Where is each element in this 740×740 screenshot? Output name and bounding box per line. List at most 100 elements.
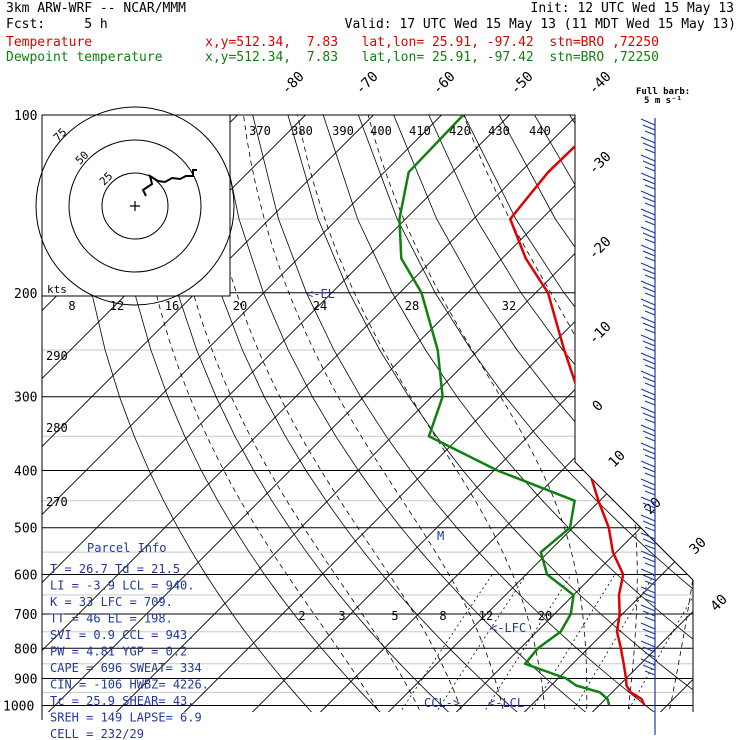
wind-barb <box>640 388 656 406</box>
theta-label-430: 430 <box>488 124 510 138</box>
isotherm-30 <box>654 115 693 712</box>
isotherm-label-0: 0 <box>590 398 607 415</box>
valid-time: Valid: 17 UTC Wed 15 May 13 (11 MDT Wed … <box>344 17 736 32</box>
parcel-info-row: K = 33 LFC = 709. <box>50 595 173 609</box>
dry-adiabat-370 <box>498 115 693 712</box>
isotherm--100 <box>42 115 374 712</box>
isotherm-label--50: -50 <box>508 69 537 98</box>
pressure-label-600: 600 <box>14 568 37 583</box>
wind-barb <box>640 262 656 280</box>
isotherm--90 <box>42 115 442 712</box>
hodograph-ring-75 <box>35 106 235 306</box>
hodograph-trace <box>141 169 197 197</box>
pressure-label-700: 700 <box>14 608 37 623</box>
dry-adiabat-270 <box>146 115 456 712</box>
isotherm-label--70: -70 <box>353 69 382 98</box>
model-name: 3km ARW-WRF -- NCAR/MMM <box>6 1 187 16</box>
wind-barb <box>640 118 656 136</box>
isotherm--20 <box>314 115 693 712</box>
wind-barb <box>640 406 656 424</box>
wind-barb <box>640 424 656 442</box>
temperature-label: Temperature <box>6 35 93 50</box>
hodograph-ring-50 <box>68 139 202 273</box>
isotherm-label--40: -40 <box>586 69 615 98</box>
wind-barb <box>640 334 656 352</box>
wind-barb <box>640 172 656 190</box>
dry-adiabat-430 <box>711 115 740 718</box>
hodograph-units: kts <box>47 283 67 296</box>
moist-adiabat-14 <box>297 115 547 712</box>
dry-adiabat-380 <box>534 115 693 712</box>
wind-barb <box>640 460 656 478</box>
wind-barb <box>640 658 656 676</box>
wind-barb <box>640 532 656 550</box>
wind-barb <box>640 622 656 640</box>
wind-barb <box>640 208 656 226</box>
wind-barb <box>640 514 656 532</box>
isotherm--60 <box>42 115 646 712</box>
temperature-location: x,y=512.34, 7.83 lat,lon= 25.91, -97.42 … <box>205 35 659 50</box>
dry-adiabat-label-280: 280 <box>46 421 68 435</box>
parcel-info-row: PW = 4.81 YGP = 0.2 <box>50 645 187 659</box>
wind-barb <box>640 370 656 388</box>
mixing-ratio-label-2: 2 <box>298 609 305 623</box>
parcel-info-row: CAPE = 696 SWEAT= 334 <box>50 661 202 675</box>
moist-label-28: 28 <box>405 299 419 313</box>
theta-label-380: 380 <box>291 124 313 138</box>
el-marker: <-EL <box>306 287 335 301</box>
forecast-hour: Fcst: 5 h <box>6 17 108 32</box>
moist-label-16: 16 <box>165 299 179 313</box>
wind-barb <box>640 442 656 460</box>
pressure-label-200: 200 <box>14 287 37 302</box>
moist-adiabat--4 <box>164 115 424 712</box>
isotherm-label--30: -30 <box>586 149 615 178</box>
dry-adiabat-280 <box>181 115 525 712</box>
mixing-ratio-label-3: 3 <box>338 609 345 623</box>
isotherm-10 <box>518 115 693 712</box>
moist-label-20: 20 <box>233 299 247 313</box>
hodograph-ring-25 <box>101 172 169 240</box>
moist-adiabat-26 <box>463 115 638 712</box>
theta-label-420: 420 <box>449 124 471 138</box>
wind-barb <box>640 316 656 334</box>
pressure-label-900: 900 <box>14 672 37 687</box>
mixing-ratio-label-20: 20 <box>538 609 552 623</box>
barb-legend-title: Full barb: <box>636 87 690 97</box>
wind-barb <box>640 226 656 244</box>
theta-label-400: 400 <box>370 124 392 138</box>
moist-label-32: 32 <box>502 299 516 313</box>
parcel-info-row: Tc = 25.9 SHEAR= 43. <box>50 694 195 708</box>
mixing-ratio-label-8: 8 <box>439 609 446 623</box>
dry-adiabat-350 <box>428 115 693 712</box>
isotherm--40 <box>178 115 693 712</box>
ccl-marker: CCL-> <box>424 696 460 710</box>
parcel-info-row: T = 26.7 Td = 21.5 <box>50 562 180 576</box>
wind-barb <box>640 244 656 262</box>
dry-adiabat-320 <box>322 115 693 712</box>
isotherm--70 <box>42 115 578 712</box>
isotherm-label--10: -10 <box>586 319 615 348</box>
dry-adiabat-label-270: 270 <box>46 495 68 509</box>
pressure-label-500: 500 <box>14 522 37 537</box>
dry-adiabat-300 <box>252 115 662 712</box>
wind-barb <box>640 136 656 154</box>
lcl-marker: <-LCL <box>488 696 524 710</box>
isotherm-40 <box>722 115 740 718</box>
moist-label-12: 12 <box>110 299 124 313</box>
theta-label-370: 370 <box>249 124 271 138</box>
hodograph-center <box>130 201 140 211</box>
pressure-label-100: 100 <box>14 109 37 124</box>
isotherm-label--60: -60 <box>430 69 459 98</box>
m-marker: M <box>437 529 444 543</box>
isotherm-label-40: 40 <box>708 592 731 615</box>
pressure-label-1000: 1000 <box>3 699 34 714</box>
theta-label-410: 410 <box>409 124 431 138</box>
dewpoint-label: Dewpoint temperature <box>6 50 163 65</box>
dry-adiabat-250 <box>76 115 318 712</box>
moist-adiabat-2 <box>200 115 465 712</box>
dry-adiabat-400 <box>604 115 693 712</box>
wind-barb <box>640 352 656 370</box>
mixing-ratio-20 <box>623 574 693 712</box>
isotherm-label-10: 10 <box>606 448 629 471</box>
wind-barb <box>640 190 656 208</box>
